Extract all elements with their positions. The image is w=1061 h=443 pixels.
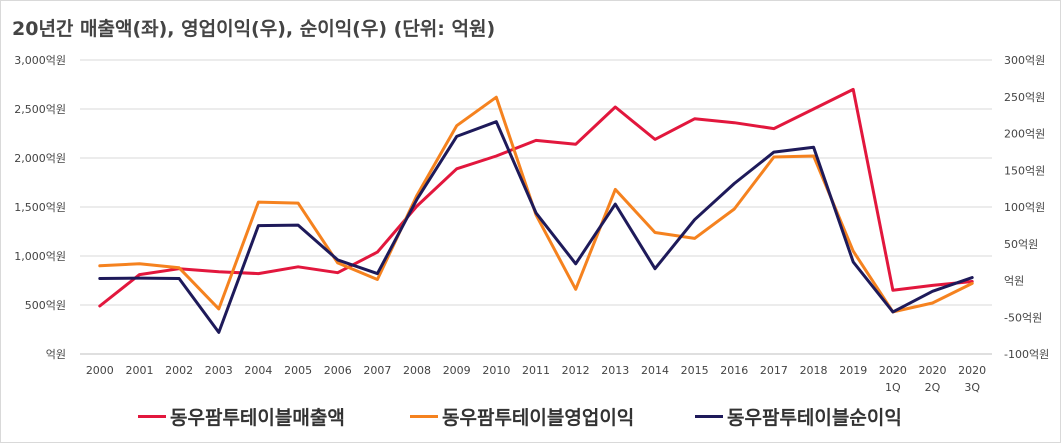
legend-label: 동우팜투테이블순이익 — [727, 406, 902, 429]
x-tick-label: 2017 — [760, 364, 788, 377]
y-right-tick-label: -50억원 — [1004, 311, 1042, 324]
x-tick-label: 2006 — [324, 364, 352, 377]
y-left-tick-label: 2,500억원 — [14, 103, 66, 116]
legend-item: 동우팜투테이블순이익 — [695, 400, 902, 432]
x-tick-label: 2015 — [681, 364, 709, 377]
x-tick-label: 2002 — [165, 364, 193, 377]
x-tick-label: 2020 — [919, 364, 947, 377]
x-tick-label: 2019 — [839, 364, 867, 377]
x-tick-label: 2012 — [562, 364, 590, 377]
y-right-tick-label: 150억원 — [1004, 164, 1045, 177]
x-tick-label: 2Q — [925, 381, 941, 394]
y-left-tick-label: 억원 — [46, 348, 66, 361]
x-tick-label: 2014 — [641, 364, 669, 377]
y-right-tick-label: 억원 — [1004, 275, 1024, 288]
legend-swatch — [138, 414, 166, 418]
x-tick-label: 2000 — [86, 364, 114, 377]
chart-title: 20년간 매출액(좌), 영업이익(우), 순이익(우) (단위: 억원) — [12, 18, 496, 40]
y-right-tick-label: 250억원 — [1004, 91, 1045, 104]
y-left-tick-label: 1,500억원 — [14, 201, 66, 214]
legend-item: 동우팜투테이블영업이익 — [410, 400, 634, 432]
y-left-tick-label: 1,000억원 — [14, 250, 66, 263]
legend-swatch — [410, 414, 438, 418]
x-tick-label: 2001 — [125, 364, 153, 377]
x-tick-label: 2008 — [403, 364, 431, 377]
x-tick-label: 2011 — [522, 364, 550, 377]
chart-legend: 동우팜투테이블매출액 동우팜투테이블영업이익 동우팜투테이블순이익 — [0, 400, 1061, 432]
y-right-tick-label: -100억원 — [1004, 348, 1049, 361]
x-tick-label: 2009 — [443, 364, 471, 377]
x-tick-label: 2005 — [284, 364, 312, 377]
x-tick-label: 2020 — [879, 364, 907, 377]
y-right-tick-label: 200억원 — [1004, 128, 1045, 141]
y-left-tick-label: 2,000억원 — [14, 152, 66, 165]
x-tick-label: 2003 — [205, 364, 233, 377]
legend-label: 동우팜투테이블영업이익 — [442, 406, 635, 429]
x-tick-label: 2018 — [800, 364, 828, 377]
x-tick-label: 2020 — [958, 364, 986, 377]
x-tick-label: 2013 — [601, 364, 629, 377]
x-tick-label: 2016 — [720, 364, 748, 377]
legend-swatch — [695, 414, 723, 418]
x-tick-label: 1Q — [885, 381, 901, 394]
y-right-tick-label: 50억원 — [1004, 238, 1038, 251]
legend-item: 동우팜투테이블매출액 — [138, 400, 345, 432]
series-line — [98, 87, 974, 308]
y-left-tick-label: 500억원 — [25, 299, 66, 312]
x-tick-label: 3Q — [964, 381, 980, 394]
x-tick-label: 2004 — [244, 364, 272, 377]
series-line — [98, 120, 974, 334]
y-right-tick-label: 300억원 — [1004, 54, 1045, 67]
x-tick-label: 2010 — [482, 364, 510, 377]
legend-label: 동우팜투테이블매출액 — [170, 406, 345, 429]
y-left-tick-label: 3,000억원 — [14, 54, 66, 67]
series-line — [98, 95, 974, 314]
y-right-tick-label: 100억원 — [1004, 201, 1045, 214]
x-tick-label: 2007 — [363, 364, 391, 377]
